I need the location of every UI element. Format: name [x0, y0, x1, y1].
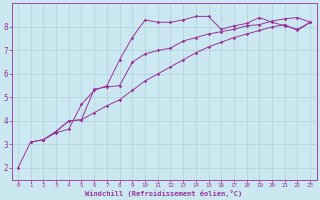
X-axis label: Windchill (Refroidissement éolien,°C): Windchill (Refroidissement éolien,°C): [85, 190, 243, 197]
